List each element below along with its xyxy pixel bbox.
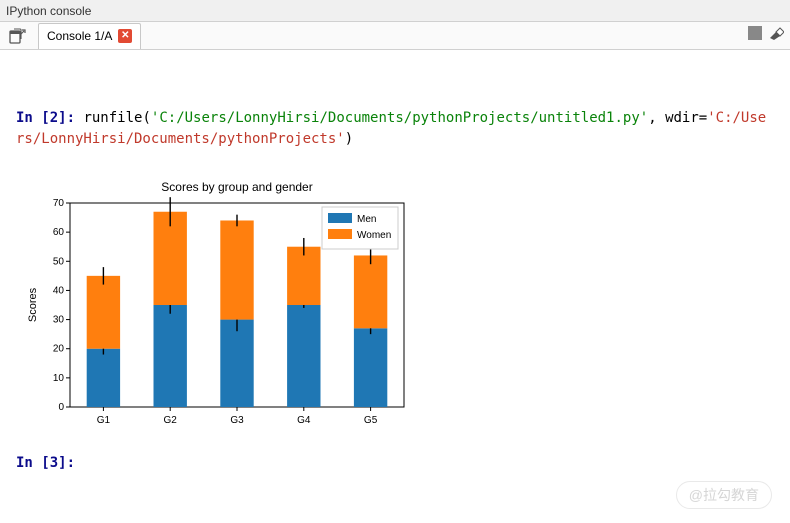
svg-text:G3: G3 bbox=[230, 415, 244, 426]
tab-label: Console 1/A bbox=[47, 29, 112, 43]
svg-text:70: 70 bbox=[53, 198, 65, 209]
toolbar: Console 1/A ✕ bbox=[0, 22, 790, 50]
svg-text:G5: G5 bbox=[364, 415, 378, 426]
window-titlebar: IPython console bbox=[0, 0, 790, 22]
chart-output: Scores by group and gender Scores 0 10 20 30 4… bbox=[24, 177, 414, 443]
clear-icon[interactable] bbox=[768, 26, 784, 45]
stop-icon[interactable] bbox=[748, 26, 762, 40]
console-output: In [2]: runfile('C:/Users/LonnyHirsi/Doc… bbox=[0, 50, 790, 474]
console-tab[interactable]: Console 1/A ✕ bbox=[38, 23, 141, 49]
svg-text:20: 20 bbox=[53, 344, 65, 355]
cell-in-3[interactable]: In [3]: bbox=[16, 453, 774, 473]
svg-text:G2: G2 bbox=[164, 415, 178, 426]
svg-text:40: 40 bbox=[53, 286, 65, 297]
svg-text:Men: Men bbox=[357, 214, 376, 225]
cell-in-2: In [2]: runfile('C:/Users/LonnyHirsi/Doc… bbox=[16, 66, 774, 169]
svg-text:60: 60 bbox=[53, 227, 65, 238]
new-console-icon[interactable] bbox=[4, 23, 30, 49]
bar-chart: Scores by group and gender Scores 0 10 20 30 4… bbox=[24, 177, 414, 437]
svg-text:Scores by group and gender: Scores by group and gender bbox=[161, 180, 312, 194]
svg-text:G4: G4 bbox=[297, 415, 311, 426]
svg-text:10: 10 bbox=[53, 373, 65, 384]
svg-text:30: 30 bbox=[53, 315, 65, 326]
svg-text:Women: Women bbox=[357, 230, 391, 241]
svg-text:G1: G1 bbox=[97, 415, 111, 426]
svg-text:50: 50 bbox=[53, 256, 65, 267]
close-icon[interactable]: ✕ bbox=[118, 29, 132, 43]
window-title: IPython console bbox=[6, 4, 91, 18]
watermark: @拉勾教育 bbox=[676, 481, 772, 509]
svg-text:0: 0 bbox=[58, 402, 64, 413]
svg-text:Scores: Scores bbox=[27, 288, 39, 323]
